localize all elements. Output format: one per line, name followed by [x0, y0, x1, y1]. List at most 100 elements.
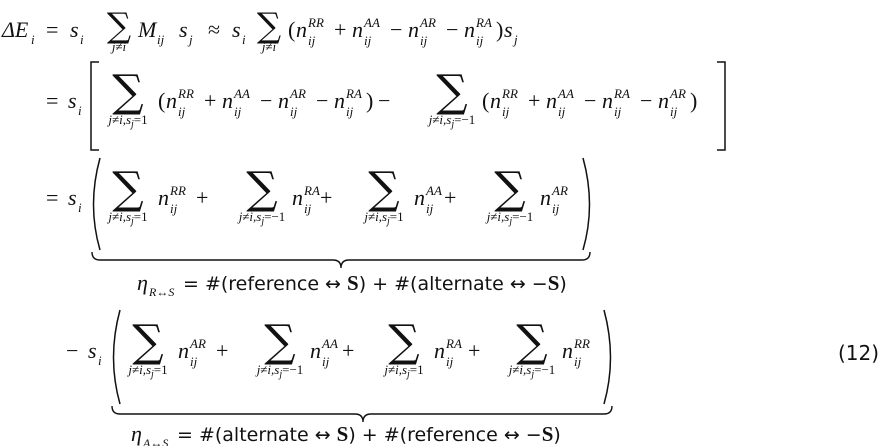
n-superscript: RR: [307, 15, 324, 30]
operator: +: [468, 338, 480, 363]
n-subscript: ij: [552, 201, 560, 216]
delta-E-subscript: i: [31, 32, 35, 47]
eta-subscript: R↔S: [148, 285, 174, 299]
n-superscript: AR: [289, 86, 306, 101]
sum-limit: j≠i,sj=−1: [255, 362, 304, 380]
big-close-paren: [603, 309, 612, 405]
sum-symbol: ∑: [112, 163, 143, 214]
n-superscript: RA: [475, 15, 492, 30]
n-superscript: AA: [557, 86, 574, 101]
n-subscript: ij: [476, 33, 484, 48]
sum-symbol: ∑: [132, 316, 163, 367]
operator: +: [342, 338, 354, 363]
n-superscript: AA: [425, 183, 442, 198]
sum-limit: j≠i,sj=−1: [507, 362, 556, 380]
n-symbol: n: [434, 338, 445, 363]
s-i-subscript: i: [78, 103, 82, 118]
annotation-text: = #(reference ↔ S) + #(alternate ↔ −S): [183, 271, 567, 295]
operator: +: [196, 185, 208, 210]
sum-symbol: ∑: [388, 316, 419, 367]
n-subscript: ij: [558, 104, 566, 119]
n-symbol: n: [602, 88, 613, 113]
n-superscript: RR: [573, 336, 590, 351]
open-paren: (: [288, 17, 295, 42]
n-subscript: ij: [574, 354, 582, 369]
n-symbol: n: [178, 338, 189, 363]
sum-limit: j≠i,sj=1: [362, 209, 403, 227]
s-i: s: [232, 17, 241, 42]
right-bracket: [717, 61, 726, 151]
n-superscript: AA: [321, 336, 338, 351]
n-symbol: n: [464, 17, 475, 42]
big-open-paren: [112, 309, 121, 405]
s-i-subscript: i: [242, 32, 246, 47]
underbrace: [91, 251, 591, 269]
close-paren: ): [366, 88, 373, 113]
operator: −: [446, 17, 458, 42]
s-i: s: [68, 185, 77, 210]
s-i: s: [70, 17, 79, 42]
equation-number: (12): [838, 341, 879, 365]
equals-sign: =: [46, 17, 58, 42]
s-j: s: [179, 17, 188, 42]
n-symbol: n: [490, 88, 501, 113]
operator: +: [320, 185, 332, 210]
n-subscript: ij: [614, 104, 622, 119]
s-i: s: [88, 338, 97, 363]
n-subscript: ij: [502, 104, 510, 119]
operator: −: [390, 17, 402, 42]
n-symbol: n: [292, 185, 303, 210]
n-symbol: n: [310, 338, 321, 363]
n-symbol: n: [540, 185, 551, 210]
n-superscript: AA: [233, 86, 250, 101]
sum-limit: j≠i: [110, 39, 127, 54]
n-superscript: AR: [551, 183, 568, 198]
eta-symbol: η: [131, 421, 142, 446]
n-subscript: ij: [170, 201, 178, 216]
operator: −: [640, 88, 652, 113]
n-subscript: ij: [420, 33, 428, 48]
n-subscript: ij: [290, 104, 298, 119]
n-symbol: n: [166, 88, 177, 113]
sum-symbol: ∑: [436, 66, 467, 117]
sum-symbol: ∑: [368, 163, 399, 214]
n-symbol: n: [414, 185, 425, 210]
n-superscript: AR: [669, 86, 686, 101]
approx-sign: ≈: [208, 17, 220, 42]
eta-symbol: η: [137, 270, 148, 295]
n-subscript: ij: [364, 33, 372, 48]
sum-symbol: ∑: [516, 316, 547, 367]
close-paren: ): [690, 88, 697, 113]
n-superscript: AR: [419, 15, 436, 30]
n-superscript: RR: [169, 183, 186, 198]
s-i-subscript: i: [78, 200, 82, 215]
underbrace: [111, 405, 613, 423]
operator: −: [584, 88, 596, 113]
open-paren: (: [158, 88, 165, 113]
n-symbol: n: [352, 17, 363, 42]
sum-symbol: ∑: [257, 6, 281, 46]
sum-limit: j≠i,sj=1: [106, 209, 147, 227]
sum-limit: j≠i,sj=1: [382, 362, 423, 380]
s-j-subscript: j: [512, 32, 518, 47]
sum-limit: j≠i,sj=−1: [485, 209, 534, 227]
n-superscript: RA: [445, 336, 462, 351]
n-symbol: n: [334, 88, 345, 113]
big-close-paren: [582, 157, 591, 251]
operator: +: [216, 338, 228, 363]
operator: −: [378, 88, 390, 113]
delta-E: ΔE: [1, 17, 29, 42]
n-symbol: n: [296, 17, 307, 42]
n-symbol: n: [408, 17, 419, 42]
n-superscript: RR: [177, 86, 194, 101]
sum-symbol: ∑: [112, 66, 143, 117]
n-subscript: ij: [178, 104, 186, 119]
sum-limit: j≠i,sj=1: [126, 362, 167, 380]
sum-symbol: ∑: [494, 163, 525, 214]
n-subscript: ij: [670, 104, 678, 119]
equals-sign: =: [46, 88, 58, 113]
operator: +: [204, 88, 216, 113]
left-bracket: [90, 61, 99, 151]
s-j-subscript: j: [187, 32, 193, 47]
